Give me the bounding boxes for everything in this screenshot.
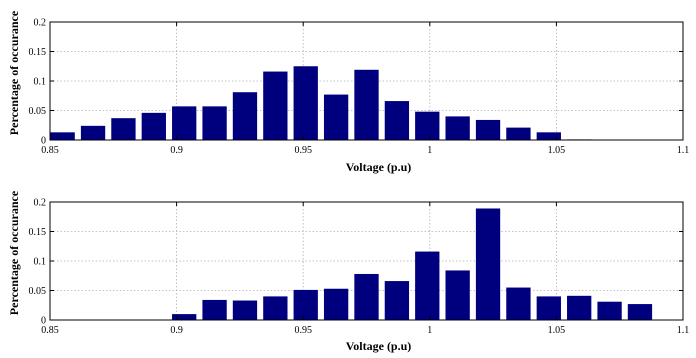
x-tick-label: 0.85 [41,325,59,336]
x-tick-label: 0.9 [170,145,183,156]
y-tick-label: 0.05 [29,286,47,297]
bar [597,301,622,320]
bar [567,295,592,320]
x-axis-label: Voltage (p.u) [346,160,412,174]
bar [141,112,166,140]
bar [506,287,531,320]
bar [323,94,349,140]
x-tick-label: 0.9 [170,325,183,336]
bar [415,111,440,140]
top-chart-panel: 0.85 0.9 0.95 1 1.05 1.1 0 0.05 0.1 0.15 0.2 Voltag… [7,10,689,174]
bar [232,300,258,320]
bar [172,314,197,320]
bar [475,208,501,320]
bar [445,270,470,320]
y-axis-label: Percentage of occurance [7,190,21,315]
bar [445,116,470,140]
x-axis-label: Voltage (p.u) [346,339,412,353]
bar [263,71,288,140]
bar [354,69,379,140]
bar [50,132,75,140]
x-tick-label: 1.05 [548,145,566,156]
bar [384,101,410,140]
x-tick-label: 0.95 [294,325,312,336]
y-tick-label: 0.15 [29,227,47,238]
bar [80,125,106,140]
bar [293,66,318,140]
bar [111,118,136,140]
y-tick-label: 0 [41,316,46,327]
bar [506,127,531,140]
y-tick-label: 0 [41,136,46,147]
bar [293,289,318,320]
y-tick-label: 0.2 [34,198,47,209]
y-tick-label: 0.2 [34,18,47,29]
bar [202,106,227,140]
bar [354,273,379,320]
bar [172,106,197,140]
bottom-chart-panel: 0.85 0.9 0.95 1 1.05 1.1 0 0.05 0.1 0.15 0.2 Voltag… [7,190,689,353]
bar [232,92,258,140]
bar [475,119,501,140]
y-tick-label: 0.1 [34,257,47,268]
x-tick-label: 0.85 [41,145,59,156]
y-tick-label: 0.15 [29,47,47,58]
bar [323,288,349,320]
bar [384,281,410,320]
y-tick-label: 0.1 [34,77,47,88]
bar [536,132,561,140]
x-tick-label: 1.1 [677,325,690,336]
x-tick-label: 1.05 [548,325,566,336]
y-axis-label: Percentage of occurance [7,10,21,135]
bar [263,296,288,320]
bar [627,304,653,320]
bar [536,296,561,320]
x-tick-label: 1 [427,325,432,336]
bar [202,299,227,320]
y-tick-label: 0.05 [29,106,47,117]
x-tick-label: 1 [427,145,432,156]
x-tick-label: 0.95 [294,145,312,156]
bar [415,251,440,320]
x-tick-label: 1.1 [677,145,690,156]
